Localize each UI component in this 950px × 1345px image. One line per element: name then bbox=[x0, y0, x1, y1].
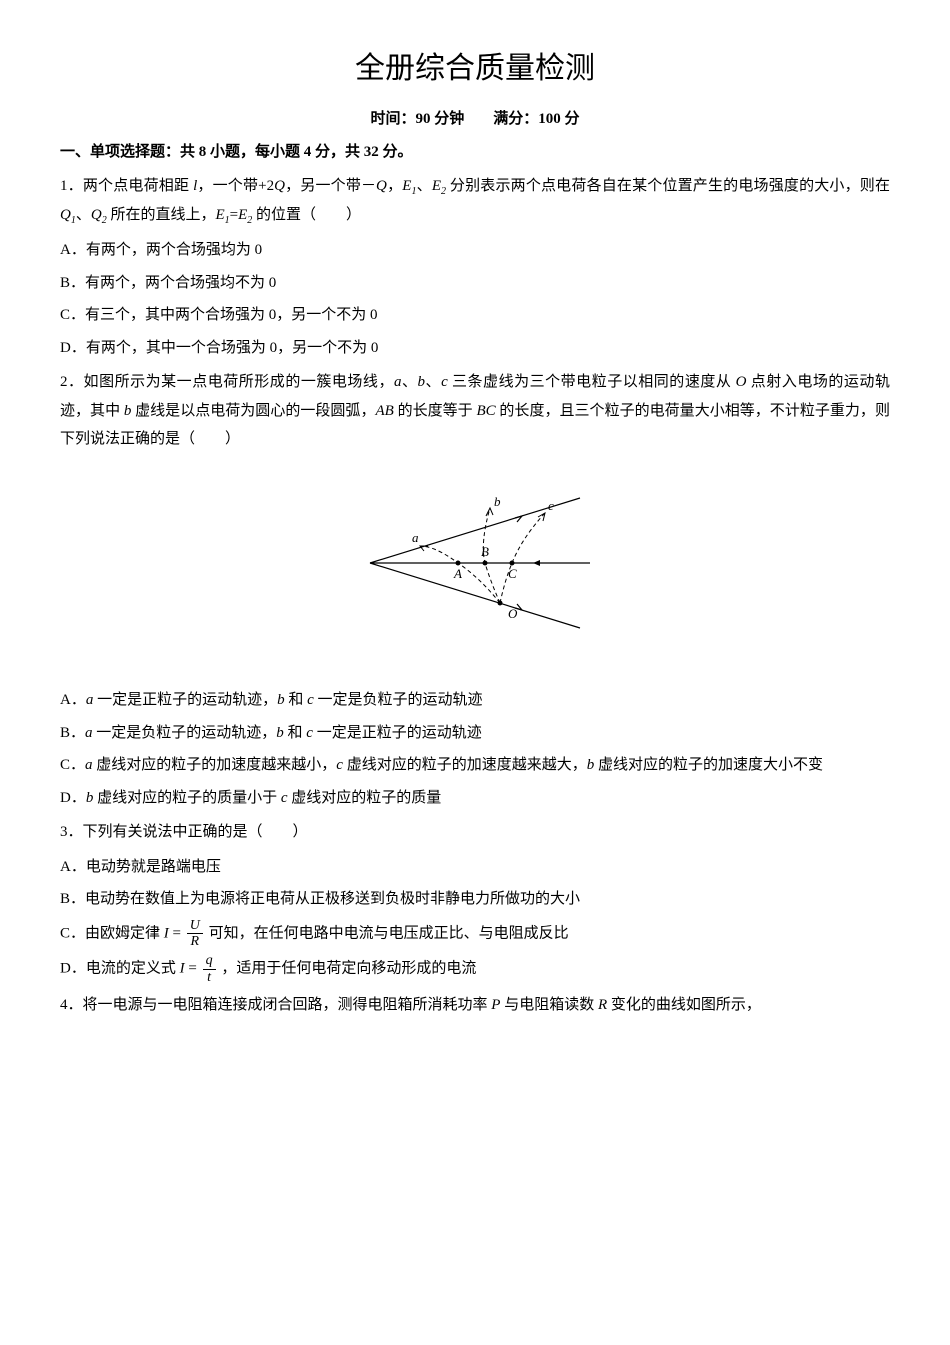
question-2-stem: 2．如图所示为某一点电荷所形成的一簇电场线，a、b、c 三条虚线为三个带电粒子以… bbox=[60, 368, 890, 454]
question-1-stem: 1．两个点电荷相距 l，一个带+2Q，另一个带－Q，E1、E2 分别表示两个点电… bbox=[60, 172, 890, 230]
label-B: B bbox=[481, 544, 489, 559]
label-c: c bbox=[548, 498, 554, 513]
q1-option-d: D．有两个，其中一个合场强为 0，另一个不为 0 bbox=[60, 334, 890, 363]
q2-option-c: C．a 虚线对应的粒子的加速度越来越小，c 虚线对应的粒子的加速度越来越大，b … bbox=[60, 751, 890, 780]
q2-figure: O A B C a b c bbox=[60, 468, 890, 669]
label-b: b bbox=[494, 494, 501, 509]
fraction-UR: UR bbox=[187, 918, 203, 950]
q1-option-c: C．有三个，其中两个合场强为 0，另一个不为 0 bbox=[60, 301, 890, 330]
field-lines-diagram: O A B C a b c bbox=[350, 468, 600, 658]
q2-option-b: B．a 一定是负粒子的运动轨迹，b 和 c 一定是正粒子的运动轨迹 bbox=[60, 719, 890, 748]
exam-meta: 时间：90 分钟 满分：100 分 bbox=[60, 105, 890, 134]
question-3-stem: 3．下列有关说法中正确的是（ ） bbox=[60, 818, 890, 847]
page-title: 全册综合质量检测 bbox=[60, 40, 890, 97]
fraction-qt: qt bbox=[203, 953, 216, 985]
label-A: A bbox=[453, 566, 462, 581]
q2-option-d: D．b 虚线对应的粒子的质量小于 c 虚线对应的粒子的质量 bbox=[60, 784, 890, 813]
q1-option-b: B．有两个，两个合场强均不为 0 bbox=[60, 269, 890, 298]
q3-option-d: D．电流的定义式 I = qt ，适用于任何电荷定向移动形成的电流 bbox=[60, 953, 890, 985]
question-4-stem: 4．将一电源与一电阻箱连接成闭合回路，测得电阻箱所消耗功率 P 与电阻箱读数 R… bbox=[60, 991, 890, 1020]
q3-option-a: A．电动势就是路端电压 bbox=[60, 853, 890, 882]
time-value: 90 分钟 bbox=[415, 111, 464, 127]
score-value: 100 分 bbox=[538, 111, 579, 127]
section-1-header: 一、单项选择题：共 8 小题，每小题 4 分，共 32 分。 bbox=[60, 138, 890, 167]
q3-option-b: B．电动势在数值上为电源将正电荷从正极移送到负极时非静电力所做功的大小 bbox=[60, 885, 890, 914]
label-O: O bbox=[508, 606, 518, 621]
score-label: 满分： bbox=[493, 111, 538, 127]
q3-option-c: C．由欧姆定律 I = UR 可知，在任何电路中电流与电压成正比、与电阻成反比 bbox=[60, 918, 890, 950]
label-C: C bbox=[508, 566, 517, 581]
q2-option-a: A．a 一定是正粒子的运动轨迹，b 和 c 一定是负粒子的运动轨迹 bbox=[60, 686, 890, 715]
label-a: a bbox=[412, 530, 419, 545]
q1-option-a: A．有两个，两个合场强均为 0 bbox=[60, 236, 890, 265]
time-label: 时间： bbox=[370, 111, 415, 127]
